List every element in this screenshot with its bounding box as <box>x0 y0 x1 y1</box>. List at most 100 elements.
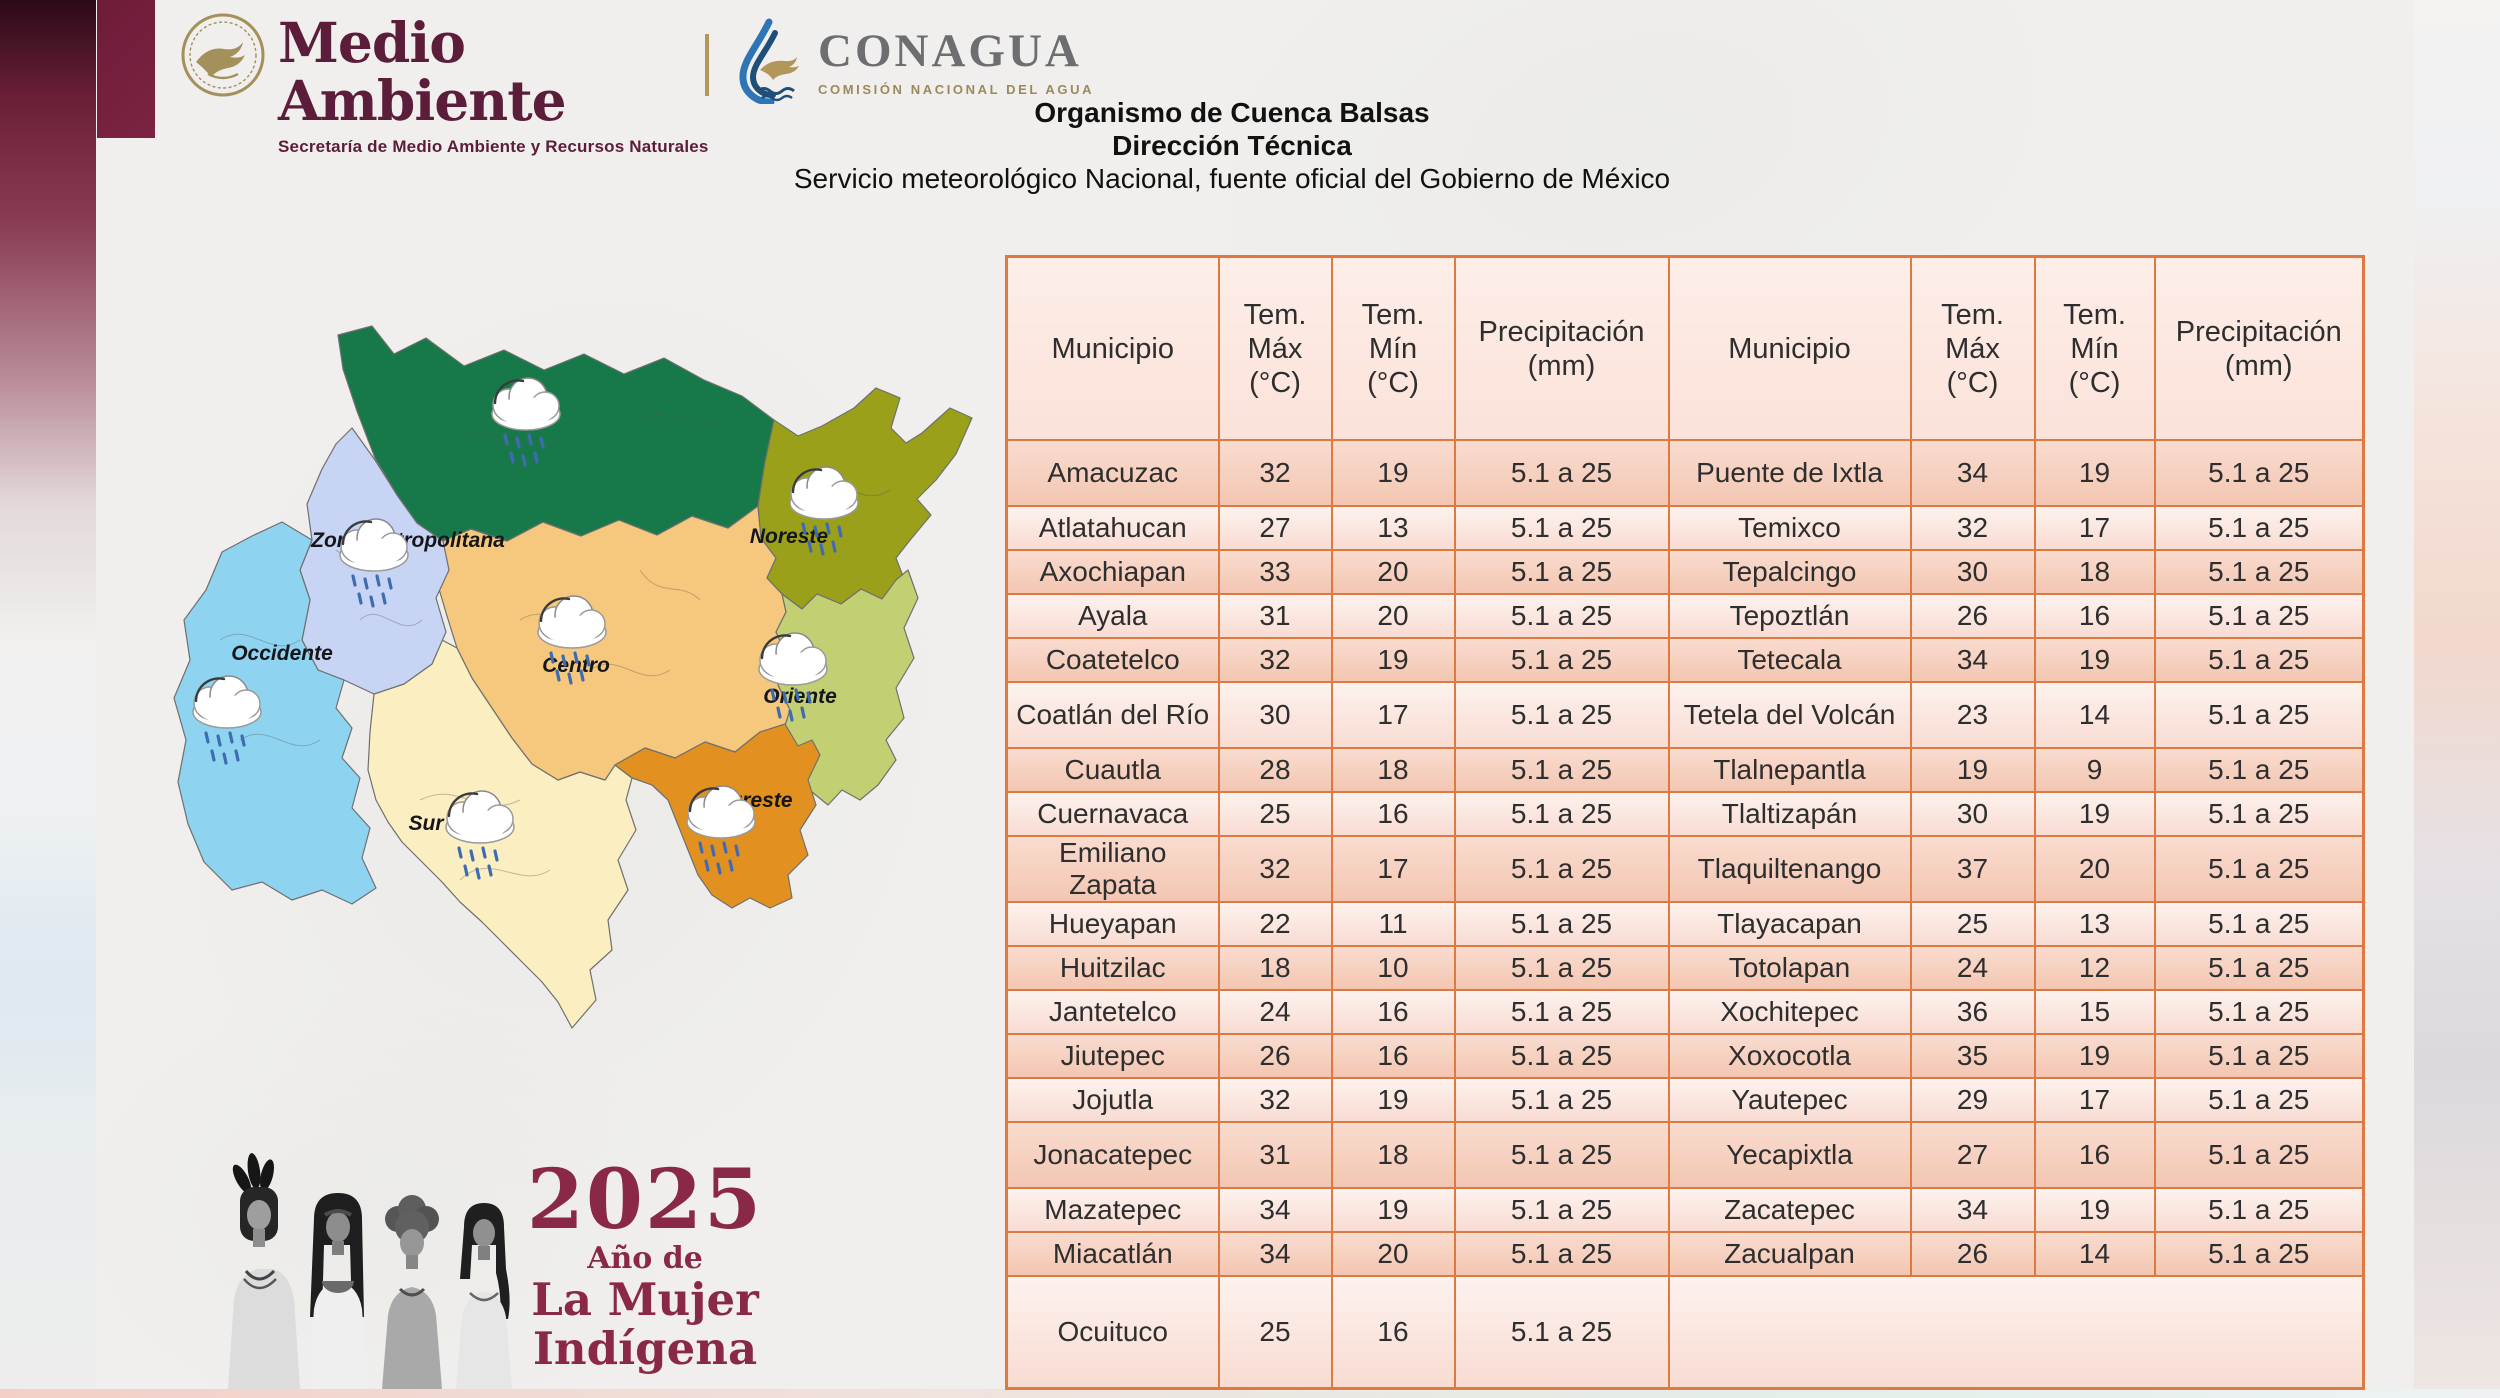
cell-precipitation: 5.1 a 25 <box>2153 901 2365 947</box>
mexico-eagle-seal-icon <box>181 13 265 97</box>
cell-temp-max: 24 <box>1217 989 1333 1035</box>
table-row: Ocuituco 25 16 5.1 a 25 <box>1005 1275 2365 1389</box>
cell-temp-max: 32 <box>1217 835 1333 903</box>
table-row: Emiliano Zapata 32 17 5.1 a 25 Tlaquiltenang… <box>1005 835 2365 903</box>
cell-municipio: Emiliano Zapata <box>1005 835 1220 903</box>
table-row: Coatetelco 32 19 5.1 a 25 Tetecala 34 19 5.1 a … <box>1005 637 2365 683</box>
cell-precipitation: 5.1 a 25 <box>1453 901 1670 947</box>
header-temp-min: Tem. Mín (°C) <box>2033 255 2156 441</box>
header-temp-min: Tem. Mín (°C) <box>1330 255 1456 441</box>
cell-precipitation: 5.1 a 25 <box>2153 791 2365 837</box>
header-precipitation: Precipitación (mm) <box>1453 255 1670 441</box>
header-municipio: Municipio <box>1005 255 1220 441</box>
cell-precipitation: 5.1 a 25 <box>2153 945 2365 991</box>
cell-precipitation: 5.1 a 25 <box>1453 989 1670 1035</box>
cell-precipitation: 5.1 a 25 <box>2153 1077 2365 1123</box>
cell-precipitation: 5.1 a 25 <box>1453 1033 1670 1079</box>
year-2025-badge: 2025 Año de La Mujer Indígena <box>520 1158 770 1374</box>
cell-temp-max: 23 <box>1909 681 2036 749</box>
table-row: Jiutepec 26 16 5.1 a 25 Xoxocotla 35 19 5.1 a 2… <box>1005 1033 2365 1079</box>
header-temp-max: Tem. Máx (°C) <box>1909 255 2036 441</box>
cell-temp-max: 30 <box>1217 681 1333 749</box>
municipal-forecast-table: Municipio Tem. Máx (°C) Tem. Mín (°C) Pr… <box>1005 255 2365 1390</box>
cell-temp-max: 32 <box>1217 439 1333 507</box>
cell-temp-max: 25 <box>1217 1275 1333 1389</box>
cell-precipitation: 5.1 a 25 <box>1453 439 1670 507</box>
cell-municipio: Tepoztlán <box>1667 593 1912 639</box>
cell-temp-max: 32 <box>1217 637 1333 683</box>
cell-temp-max: 25 <box>1217 791 1333 837</box>
cell-municipio: Huitzilac <box>1005 945 1220 991</box>
cell-temp-min: 13 <box>2033 901 2156 947</box>
cell-temp-max: 24 <box>1909 945 2036 991</box>
cell-temp-min: 16 <box>1330 791 1456 837</box>
table-row: Atlatahucan 27 13 5.1 a 25 Temixco 32 17 5.1 a … <box>1005 505 2365 551</box>
cell-temp-max: 27 <box>1909 1121 2036 1189</box>
table-header-row: Municipio Tem. Máx (°C) Tem. Mín (°C) Pr… <box>1005 255 2365 441</box>
document-title: Organismo de Cuenca Balsas Dirección Téc… <box>782 96 1682 195</box>
cell-temp-max: 32 <box>1217 1077 1333 1123</box>
cell-municipio: Jantetelco <box>1005 989 1220 1035</box>
cell-temp-min: 16 <box>2033 593 2156 639</box>
semarnat-title: Medio Ambiente <box>278 10 567 133</box>
region-occidente <box>173 521 377 905</box>
cell-precipitation: 5.1 a 25 <box>1453 593 1670 639</box>
title-line-3: Servicio meteorológico Nacional, fuente … <box>793 163 1671 194</box>
logo-divider <box>705 34 709 96</box>
cell-temp-max: 28 <box>1217 747 1333 793</box>
badge-year: 2025 <box>526 1152 764 1248</box>
cell-temp-max: 19 <box>1909 747 2036 793</box>
table-body: Amacuzac 32 19 5.1 a 25 Puente de Ixtla 34 19 5… <box>1005 439 2365 1389</box>
table-row: Miacatlán 34 20 5.1 a 25 Zacualpan 26 14 5.1 a … <box>1005 1231 2365 1277</box>
table-row: Hueyapan 22 11 5.1 a 25 Tlayacapan 25 13 5.1 a … <box>1005 901 2365 947</box>
cell-municipio: Xochitepec <box>1667 989 1912 1035</box>
region-norte <box>337 325 775 542</box>
cell-temp-max: 18 <box>1217 945 1333 991</box>
cell-municipio: Jonacatepec <box>1005 1121 1220 1189</box>
cell-municipio: Tetecala <box>1667 637 1912 683</box>
cell-municipio: Zacualpan <box>1667 1231 1912 1277</box>
cell-temp-min: 20 <box>1330 1231 1456 1277</box>
cell-temp-min: 19 <box>2033 791 2156 837</box>
cell-precipitation: 5.1 a 25 <box>1453 1231 1670 1277</box>
cell-municipio: Tepalcingo <box>1667 549 1912 595</box>
cell-municipio: Ocuituco <box>1005 1275 1220 1389</box>
cell-municipio: Xoxocotla <box>1667 1033 1912 1079</box>
cell-precipitation: 5.1 a 25 <box>2153 681 2365 749</box>
cell-municipio: Amacuzac <box>1005 439 1220 507</box>
cell-temp-max: 37 <box>1909 835 2036 903</box>
cell-temp-min: 12 <box>2033 945 2156 991</box>
table-row: Cuernavaca 25 16 5.1 a 25 Tlaltizapán 30 19 5.1… <box>1005 791 2365 837</box>
cell-temp-max: 26 <box>1909 1231 2036 1277</box>
cell-municipio: Mazatepec <box>1005 1187 1220 1233</box>
cell-municipio: Temixco <box>1667 505 1912 551</box>
region-noreste <box>757 387 973 610</box>
cell-precipitation: 5.1 a 25 <box>1453 747 1670 793</box>
cell-precipitation: 5.1 a 25 <box>1453 505 1670 551</box>
maroon-accent-bar <box>97 0 155 138</box>
cell-precipitation: 5.1 a 25 <box>2153 549 2365 595</box>
header-temp-max: Tem. Máx (°C) <box>1217 255 1333 441</box>
cell-precipitation: 5.1 a 25 <box>2153 747 2365 793</box>
semarnat-subtitle: Secretaría de Medio Ambiente y Recursos … <box>278 137 709 156</box>
cell-municipio: Coatlán del Río <box>1005 681 1220 749</box>
cell-temp-max: 31 <box>1217 593 1333 639</box>
cell-temp-min: 20 <box>1330 549 1456 595</box>
bottom-edge-decoration <box>0 1389 2500 1398</box>
badge-line-1: Año de <box>587 1241 703 1276</box>
cell-temp-min: 20 <box>2033 835 2156 903</box>
conagua-title: CONAGUA <box>818 25 1082 77</box>
cell-temp-min: 14 <box>2033 681 2156 749</box>
cell-temp-min: 18 <box>1330 747 1456 793</box>
cell-temp-min: 17 <box>2033 505 2156 551</box>
title-line-2: Dirección Técnica <box>1112 130 1352 161</box>
cell-temp-max: 26 <box>1217 1033 1333 1079</box>
cell-temp-min: 13 <box>1330 505 1456 551</box>
cell-temp-min: 17 <box>1330 835 1456 903</box>
cell-precipitation: 5.1 a 25 <box>2153 1187 2365 1233</box>
cell-municipio: Tlaquiltenango <box>1667 835 1912 903</box>
cell-temp-max: 35 <box>1909 1033 2036 1079</box>
header-municipio: Municipio <box>1667 255 1912 441</box>
cell-temp-min: 18 <box>2033 549 2156 595</box>
cell-municipio: Cuernavaca <box>1005 791 1220 837</box>
